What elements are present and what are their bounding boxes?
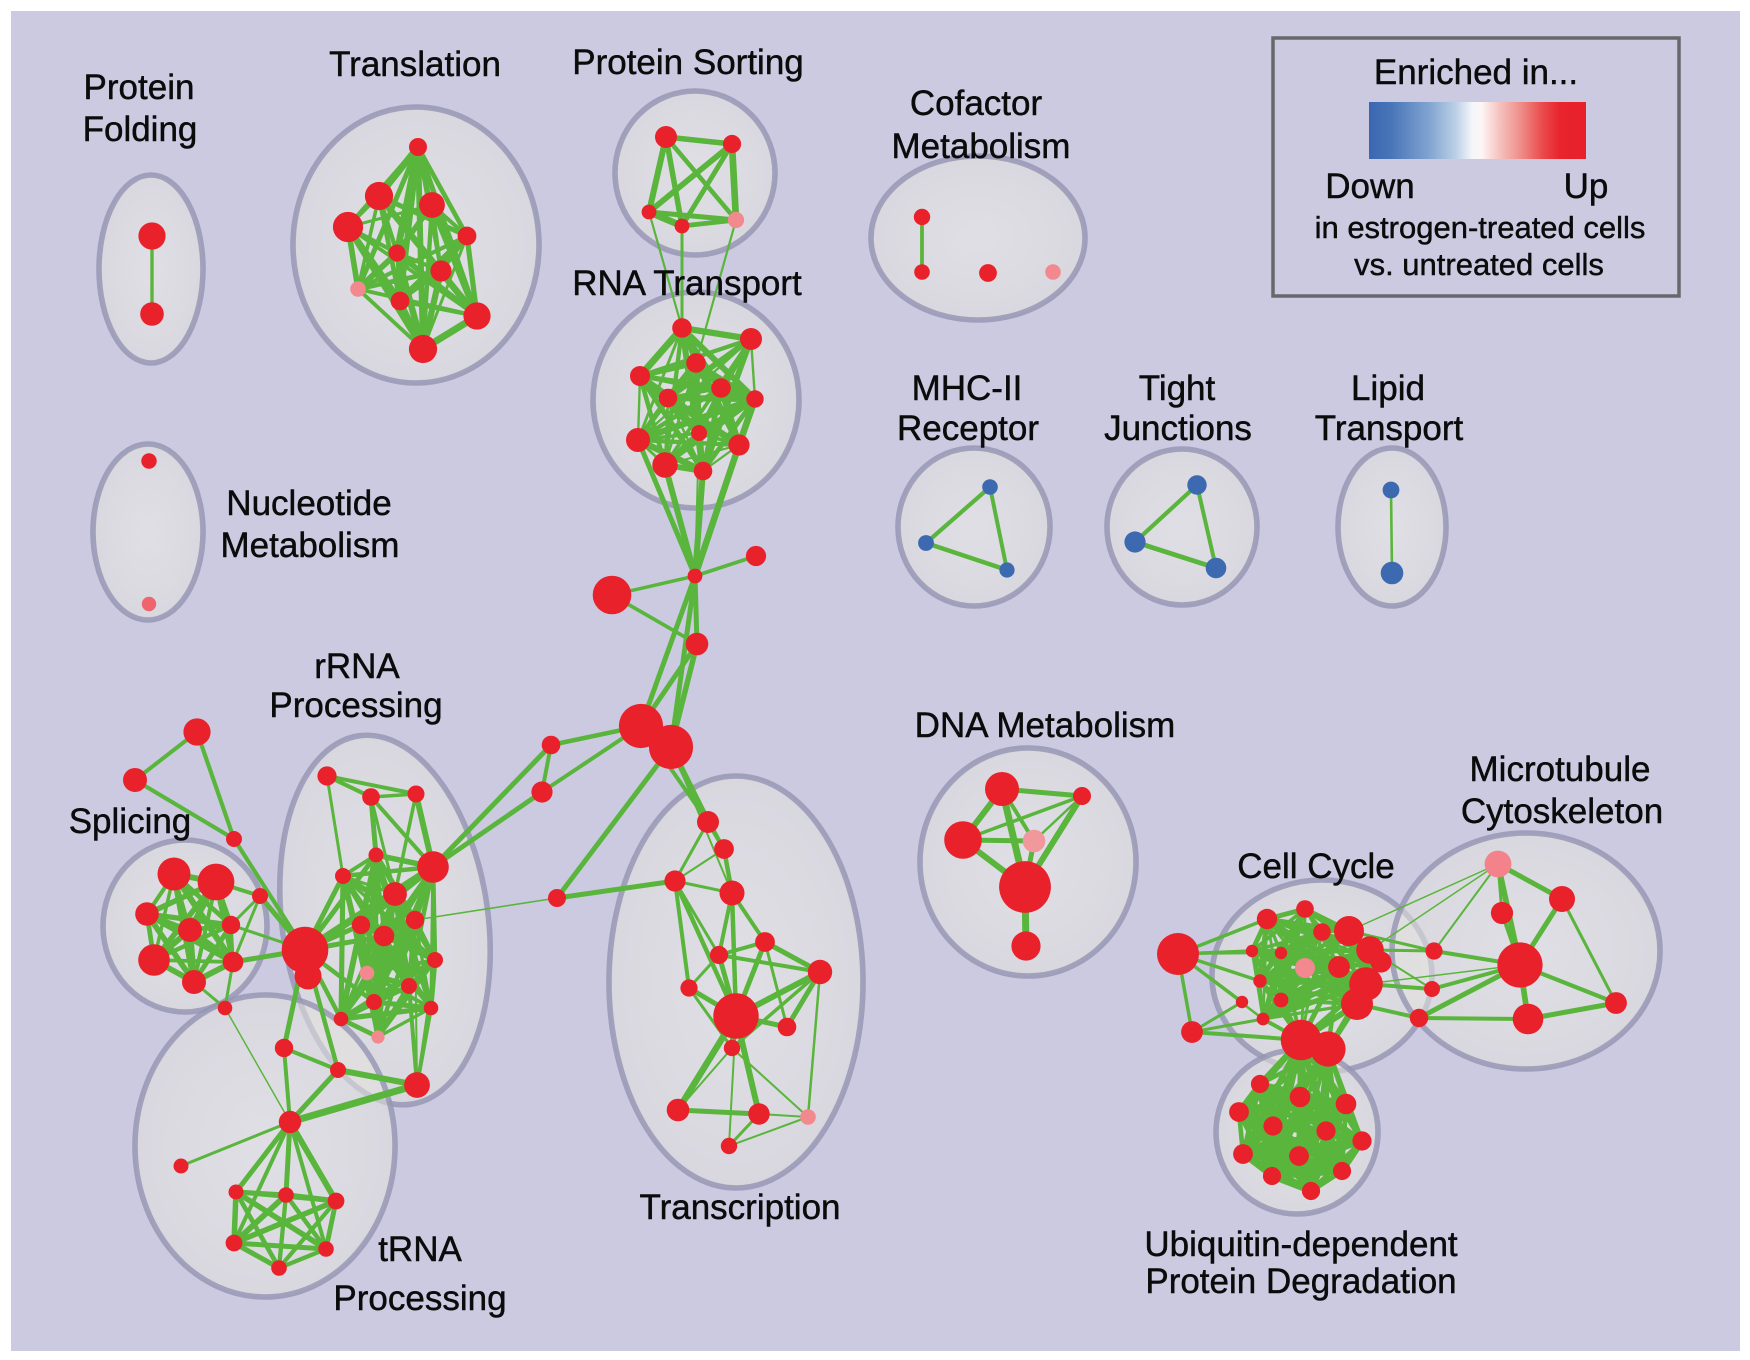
svg-text:Down: Down (1325, 167, 1414, 206)
svg-text:Microtubule: Microtubule (1470, 750, 1651, 789)
svg-text:Folding: Folding (83, 110, 198, 149)
svg-text:Metabolism: Metabolism (892, 127, 1071, 166)
svg-text:RNA Transport: RNA Transport (572, 264, 802, 303)
svg-text:Receptor: Receptor (897, 409, 1039, 448)
svg-text:Enriched in...: Enriched in... (1374, 53, 1578, 92)
svg-text:Processing: Processing (333, 1279, 506, 1318)
svg-text:Ubiquitin-dependent: Ubiquitin-dependent (1144, 1225, 1458, 1264)
svg-text:DNA Metabolism: DNA Metabolism (915, 706, 1176, 745)
svg-text:Tight: Tight (1139, 369, 1216, 408)
svg-text:Translation: Translation (329, 45, 501, 84)
svg-text:Processing: Processing (269, 686, 442, 725)
svg-text:Junctions: Junctions (1104, 409, 1252, 448)
svg-text:Protein Degradation: Protein Degradation (1145, 1262, 1456, 1301)
svg-text:Metabolism: Metabolism (221, 526, 400, 565)
svg-text:tRNA: tRNA (378, 1230, 462, 1269)
svg-text:Cell Cycle: Cell Cycle (1237, 847, 1395, 886)
svg-text:Transcription: Transcription (640, 1188, 841, 1227)
svg-text:Lipid: Lipid (1351, 369, 1425, 408)
svg-text:Up: Up (1564, 167, 1609, 206)
svg-text:vs. untreated cells: vs. untreated cells (1354, 247, 1604, 282)
svg-text:Cytoskeleton: Cytoskeleton (1461, 792, 1663, 831)
svg-text:in estrogen-treated cells: in estrogen-treated cells (1315, 210, 1646, 245)
svg-text:Cofactor: Cofactor (910, 84, 1043, 123)
svg-text:rRNA: rRNA (314, 647, 400, 686)
svg-text:Splicing: Splicing (69, 802, 192, 841)
svg-text:Nucleotide: Nucleotide (226, 484, 391, 523)
svg-text:MHC-II: MHC-II (912, 369, 1023, 408)
svg-text:Transport: Transport (1315, 409, 1464, 448)
svg-text:Protein: Protein (84, 68, 195, 107)
svg-text:Protein Sorting: Protein Sorting (572, 43, 804, 82)
